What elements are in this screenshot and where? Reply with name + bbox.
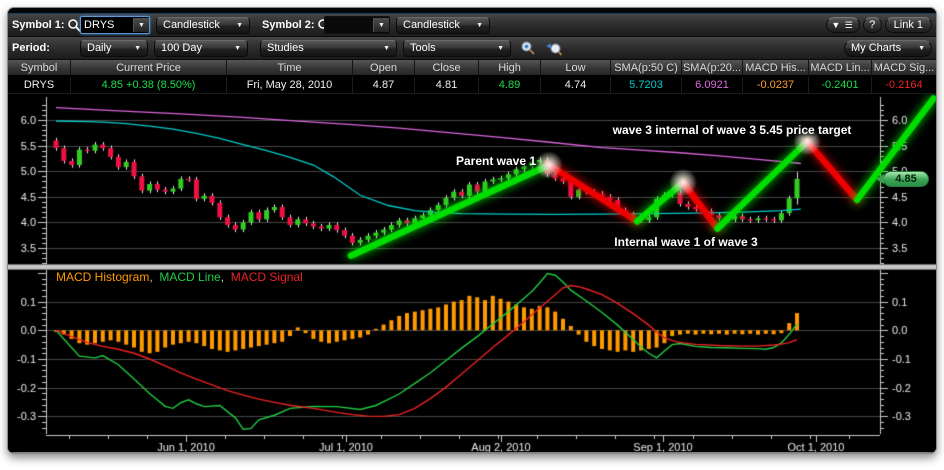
zoom-in-icon[interactable] — [520, 40, 536, 56]
symbol2-input-combo[interactable]: ▼ — [324, 16, 390, 34]
tools-dropdown[interactable]: Tools ▼ — [403, 39, 511, 57]
chart-type-2-value: Candlestick — [403, 19, 460, 31]
symbol1-input-combo[interactable]: ▼ — [80, 16, 150, 34]
macd-legend: MACD Histogram, MACD Line, MACD Signal — [56, 270, 303, 284]
chevron-down-icon: ▼ — [497, 44, 504, 52]
chevron-down-icon: ▼ — [383, 44, 390, 52]
column-header-open[interactable]: Open — [353, 60, 415, 75]
annotation-parent-wave-1: Parent wave 1 — [455, 154, 537, 168]
quote-symbol: DRYS — [8, 76, 71, 93]
annotation-wave-3-price-target: wave 3 internal of wave 3 5.45 price tar… — [612, 123, 852, 137]
period-label: Period: — [12, 42, 50, 54]
chart-type-1-dropdown[interactable]: Candlestick ▼ — [156, 16, 250, 34]
column-header-current-price[interactable]: Current Price — [71, 60, 227, 75]
quote-high: 4.89 — [479, 76, 541, 93]
symbol1-input[interactable] — [81, 18, 133, 32]
chart-application-window: Symbol 1: ▼ Candlestick ▼ Symbol 2: ▼ Ca… — [7, 7, 937, 454]
period-label-group: Period: — [12, 42, 80, 54]
quote-sma50: 5.7203 — [611, 76, 682, 93]
window-bottom-edge — [8, 452, 936, 453]
column-header-macd-signal[interactable]: MACD Sig... — [873, 61, 935, 74]
period-dropdown[interactable]: Daily ▼ — [80, 39, 148, 57]
studies-dropdown[interactable]: Studies ▼ — [260, 39, 397, 57]
column-header-sma20[interactable]: SMA(p:20... — [682, 60, 743, 75]
macd-histogram-legend-label: MACD Histogram — [56, 270, 150, 284]
toolbar-row-2: Period: Daily ▼ 100 Day ▼ Studies ▼ Tool… — [8, 37, 936, 60]
column-header-macd-hist[interactable]: MACD His... — [743, 60, 809, 75]
symbol1-label: Symbol 1: — [12, 19, 65, 31]
quote-close: 4.81 — [415, 76, 479, 93]
quote-macd-line: -0.2401 — [809, 76, 872, 93]
my-charts-label: My Charts — [851, 42, 902, 54]
symbol1-label-group: Symbol 1: — [12, 18, 82, 33]
symbol2-input[interactable] — [325, 18, 373, 32]
tools-label: Tools — [410, 42, 436, 54]
quote-time: Fri, May 28, 2010 — [227, 76, 353, 93]
menu-hamburger-icon: ▼ ☰ — [831, 19, 854, 30]
column-header-sma50[interactable]: SMA(p:50 C) — [611, 60, 682, 75]
zoom-reset-icon[interactable] — [544, 40, 562, 56]
help-button[interactable]: ? — [862, 17, 882, 33]
column-header-high[interactable]: High — [479, 60, 541, 75]
quote-macd-hist: -0.0237 — [743, 76, 809, 93]
macd-line-legend-label: MACD Line — [159, 270, 221, 284]
quote-table-header: Symbol Current Price Time Open Close Hig… — [8, 60, 936, 76]
chart-region: Parent wave 1 wave 3 internal of wave 3 … — [8, 94, 936, 452]
column-header-macd-line[interactable]: MACD Lin... — [809, 60, 872, 75]
chart-type-2-dropdown[interactable]: Candlestick ▼ — [396, 16, 490, 34]
search-icon — [67, 18, 82, 33]
quote-macd-signal: -0.2164 — [885, 78, 923, 91]
column-header-symbol[interactable]: Symbol — [8, 60, 71, 75]
macd-signal-legend-label: MACD Signal — [230, 270, 303, 284]
my-charts-dropdown[interactable]: My Charts ▼ — [844, 39, 932, 57]
last-price-badge: 4.85 — [876, 171, 929, 187]
chart-type-1-value: Candlestick — [163, 19, 220, 31]
link-1-button[interactable]: Link 1 — [884, 17, 932, 33]
column-header-time[interactable]: Time — [227, 60, 353, 75]
annotation-internal-wave-1: Internal wave 1 of wave 3 — [614, 235, 758, 249]
column-header-low[interactable]: Low — [541, 60, 611, 75]
window-top-edge — [8, 8, 936, 14]
chevron-down-icon[interactable]: ▼ — [373, 18, 389, 32]
quote-low: 4.74 — [541, 76, 611, 93]
period-value: Daily — [87, 42, 112, 54]
studies-label: Studies — [267, 42, 304, 54]
chevron-down-icon: ▼ — [134, 44, 141, 52]
help-label: ? — [869, 19, 876, 31]
chart-menu-button[interactable]: ▼ ☰ — [825, 17, 860, 33]
column-header-close[interactable]: Close — [415, 60, 479, 75]
symbol2-label-group: Symbol 2: — [262, 18, 331, 33]
range-value: 100 Day — [161, 42, 202, 54]
quote-table-row[interactable]: DRYS 4.85 +0.38 (8.50%) Fri, May 28, 201… — [8, 76, 936, 94]
chevron-down-icon: ▼ — [236, 21, 243, 29]
symbol2-label: Symbol 2: — [262, 19, 315, 31]
chevron-down-icon: ▼ — [476, 21, 483, 29]
range-dropdown[interactable]: 100 Day ▼ — [154, 39, 248, 57]
toolbar-row-1: Symbol 1: ▼ Candlestick ▼ Symbol 2: ▼ Ca… — [8, 14, 936, 37]
chevron-down-icon[interactable]: ▼ — [133, 18, 149, 32]
chart-canvas[interactable] — [8, 94, 936, 452]
quote-current-price: 4.85 +0.38 (8.50%) — [71, 76, 227, 93]
link-1-label: Link 1 — [893, 19, 923, 31]
chevron-down-icon: ▼ — [918, 44, 925, 52]
chevron-down-icon: ▼ — [234, 44, 241, 52]
quote-open: 4.87 — [353, 76, 415, 93]
quote-sma20: 6.0921 — [682, 76, 743, 93]
